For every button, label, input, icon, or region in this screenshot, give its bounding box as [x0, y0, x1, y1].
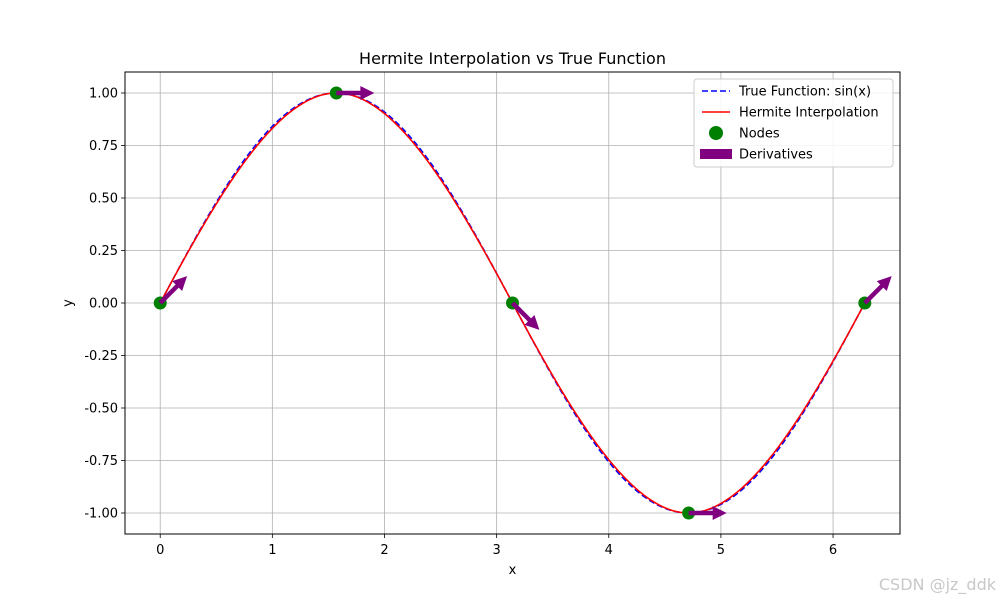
- x-tick-label: 2: [380, 543, 388, 558]
- y-tick-label: 0.00: [89, 297, 118, 312]
- legend: True Function: sin(x) Hermite Interpolati…: [693, 78, 894, 168]
- y-axis-label: y: [61, 299, 76, 307]
- x-tick-label: 4: [605, 543, 613, 558]
- legend-label: True Function: sin(x): [738, 85, 871, 100]
- x-tick-label: 3: [492, 543, 500, 558]
- legend-label: Hermite Interpolation: [739, 106, 879, 121]
- x-tick-label: 5: [717, 543, 725, 558]
- watermark: CSDN @jz_ddk: [878, 575, 996, 594]
- y-tick-label: 1.00: [89, 87, 118, 102]
- derivative-arrow: [336, 86, 375, 100]
- y-tick-label: -0.50: [84, 402, 118, 417]
- chart-title: Hermite Interpolation vs True Function: [359, 49, 666, 68]
- plot-area: [153, 86, 892, 520]
- legend-box: [693, 78, 894, 168]
- legend-derivatives-handle: [700, 149, 732, 159]
- y-tick-label: -0.75: [84, 454, 118, 469]
- derivative-arrow: [688, 506, 727, 520]
- legend-label: Derivatives: [739, 148, 813, 163]
- y-tick-label: -0.25: [84, 349, 118, 364]
- derivative-arrow: [158, 276, 188, 305]
- x-tick-label: 6: [829, 543, 837, 558]
- legend-label: Nodes: [739, 127, 780, 142]
- derivative-arrow: [863, 276, 892, 305]
- y-tick-label: -1.00: [84, 507, 118, 522]
- y-tick-label: 0.75: [89, 139, 118, 154]
- x-tick-label: 0: [156, 543, 164, 558]
- legend-nodes-handle: [709, 126, 723, 140]
- derivative-arrow: [510, 301, 540, 330]
- ticks: 0 1 2 3 4 5 6 1.00 0.75 0.50 0.25 0.00 -0.25 -0.50 -0.…: [84, 87, 837, 559]
- y-tick-label: 0.25: [89, 244, 118, 259]
- x-axis-label: x: [509, 563, 517, 578]
- y-tick-label: 0.50: [89, 192, 118, 207]
- x-tick-label: 1: [268, 543, 276, 558]
